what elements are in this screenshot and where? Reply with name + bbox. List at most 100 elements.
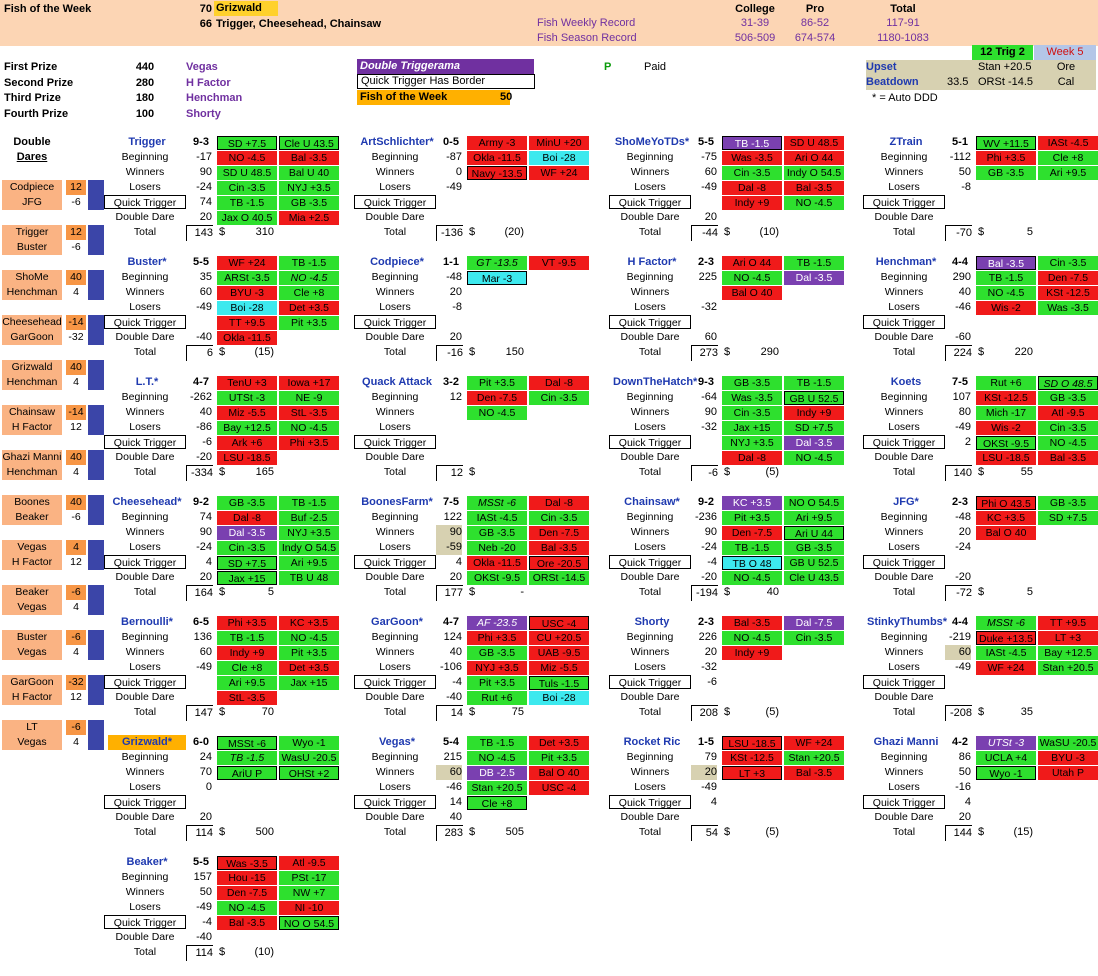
row-label-winners: Winners bbox=[375, 286, 415, 298]
quick-trigger-button[interactable]: Quick Trigger bbox=[354, 675, 436, 689]
pick-cell: WV +11.5 bbox=[976, 136, 1036, 150]
quick-trigger-button[interactable]: Quick Trigger bbox=[863, 675, 945, 689]
player-name[interactable]: L.T.* bbox=[135, 376, 159, 388]
pick-cell: ARSt -3.5 bbox=[217, 271, 277, 285]
player-name[interactable]: Quack Attack bbox=[362, 376, 432, 388]
player-name[interactable]: Buster* bbox=[127, 256, 167, 268]
player-name[interactable]: GarGoon* bbox=[371, 616, 423, 628]
player-record: 6-5 bbox=[193, 616, 209, 628]
quick-trigger-button[interactable]: Quick Trigger bbox=[354, 195, 436, 209]
player-name[interactable]: Shorty bbox=[634, 616, 670, 628]
stat-double-dare: 20 bbox=[199, 571, 212, 583]
row-label-total: Total bbox=[133, 946, 157, 958]
quick-trigger-button[interactable]: Quick Trigger bbox=[354, 795, 436, 809]
row-label-beginning: Beginning bbox=[121, 511, 169, 523]
player-name[interactable]: Bernoulli* bbox=[121, 616, 173, 628]
row-label-losers: Losers bbox=[379, 421, 411, 433]
pick-cell: Boi -28 bbox=[529, 151, 589, 165]
quick-trigger-button[interactable]: Quick Trigger bbox=[609, 195, 691, 209]
quick-trigger-button[interactable]: Quick Trigger bbox=[354, 435, 436, 449]
stat-double-dare bbox=[186, 690, 212, 705]
pick-cell: Dal -8 bbox=[722, 451, 782, 465]
prize-label: Fourth Prize bbox=[4, 107, 69, 120]
pick-cell: NYJ +3.5 bbox=[279, 181, 339, 195]
row-label-double-dare: Double Dare bbox=[365, 691, 425, 703]
player-name[interactable]: BoonesFarm* bbox=[361, 496, 433, 508]
dare-value-a: 12 bbox=[66, 180, 86, 195]
player-name[interactable]: Trigger bbox=[128, 136, 166, 148]
pick-cell: Stan +20.5 bbox=[1038, 661, 1098, 675]
stat-winners: 0 bbox=[455, 166, 462, 178]
dare-marker bbox=[88, 360, 104, 390]
quick-trigger-button[interactable]: Quick Trigger bbox=[104, 555, 186, 569]
pick-cell: GB U 52.5 bbox=[784, 391, 844, 405]
quick-trigger-button[interactable]: Quick Trigger bbox=[354, 555, 436, 569]
player-name[interactable]: Rocket Ric bbox=[623, 736, 681, 748]
player-name[interactable]: ZTrain bbox=[889, 136, 923, 148]
quick-trigger-button[interactable]: Quick Trigger bbox=[609, 315, 691, 329]
pick-cell: Dal -8 bbox=[722, 181, 782, 195]
player-name[interactable]: JFG* bbox=[893, 496, 919, 508]
row-label-winners: Winners bbox=[125, 886, 165, 898]
pick-cell: BYU -3 bbox=[1038, 751, 1098, 765]
quick-trigger-button[interactable]: Quick Trigger bbox=[609, 435, 691, 449]
player-name[interactable]: ShoMeYoTDs* bbox=[614, 136, 690, 148]
pick-cell: MSSt -6 bbox=[976, 616, 1036, 630]
row-label-winners: Winners bbox=[125, 646, 165, 658]
quick-trigger-button[interactable]: Quick Trigger bbox=[104, 315, 186, 329]
pick-cell: DB -2.5 bbox=[467, 766, 527, 780]
player-name[interactable]: DownTheHatch* bbox=[613, 376, 698, 388]
quick-trigger-button[interactable]: Quick Trigger bbox=[609, 555, 691, 569]
quick-trigger-button[interactable]: Quick Trigger bbox=[354, 315, 436, 329]
quick-trigger-button[interactable]: Quick Trigger bbox=[609, 795, 691, 809]
player-name[interactable]: ArtSchlichter* bbox=[360, 136, 434, 148]
row-label-double-dare: Double Dare bbox=[365, 571, 425, 583]
row-label-losers: Losers bbox=[634, 421, 666, 433]
quick-trigger-button[interactable]: Quick Trigger bbox=[863, 555, 945, 569]
player-name[interactable]: Grizwald* bbox=[108, 735, 186, 750]
quick-trigger-button[interactable]: Quick Trigger bbox=[609, 675, 691, 689]
pick-cell: LSU -18.5 bbox=[217, 451, 277, 465]
stat-winners: 60 bbox=[704, 166, 717, 178]
quick-trigger-button[interactable]: Quick Trigger bbox=[104, 435, 186, 449]
quick-trigger-button[interactable]: Quick Trigger bbox=[104, 915, 186, 929]
player-name[interactable]: Beaker* bbox=[126, 856, 168, 868]
player-name[interactable]: Vegas* bbox=[378, 736, 416, 748]
row-label-losers: Losers bbox=[888, 421, 920, 433]
player-name[interactable]: Codpiece* bbox=[370, 256, 424, 268]
player-name[interactable]: H Factor* bbox=[627, 256, 677, 268]
row-label-total: Total bbox=[133, 226, 157, 238]
player-name[interactable]: Henchman* bbox=[875, 256, 937, 268]
quick-trigger-button[interactable]: Quick Trigger bbox=[104, 195, 186, 209]
dare-name-b: Buster bbox=[2, 240, 62, 255]
money-value: 310 bbox=[255, 226, 274, 238]
quick-trigger-button[interactable]: Quick Trigger bbox=[104, 675, 186, 689]
quick-trigger-button[interactable]: Quick Trigger bbox=[863, 795, 945, 809]
pick-cell: TB -1.5 bbox=[722, 541, 782, 555]
player-name[interactable]: Cheesehead* bbox=[112, 496, 182, 508]
row-label-winners: Winners bbox=[375, 526, 415, 538]
pick-cell: Iowa +17 bbox=[279, 376, 339, 390]
row-label-total: Total bbox=[383, 826, 407, 838]
stat-total: -44 bbox=[691, 225, 718, 241]
quick-trigger-button[interactable]: Quick Trigger bbox=[863, 435, 945, 449]
pick-cell: Ari +9.5 bbox=[784, 511, 844, 525]
quick-trigger-button[interactable]: Quick Trigger bbox=[863, 195, 945, 209]
stat-winners: 50 bbox=[199, 886, 212, 898]
stat-winners: 40 bbox=[449, 646, 462, 658]
stat-winners: 90 bbox=[199, 526, 212, 538]
player-name[interactable]: Koets bbox=[890, 376, 922, 388]
quick-trigger-button[interactable]: Quick Trigger bbox=[863, 315, 945, 329]
pick-cell: Was -3.5 bbox=[1038, 301, 1098, 315]
quick-trigger-button[interactable]: Quick Trigger bbox=[104, 795, 186, 809]
pick-cell: IASt -4.5 bbox=[976, 646, 1036, 660]
player-name[interactable]: Chainsaw* bbox=[624, 496, 680, 508]
stat-total: 143 bbox=[186, 225, 213, 241]
pick-cell: Phi O 43.5 bbox=[976, 496, 1036, 510]
beatdown-team: Cal bbox=[1057, 76, 1075, 88]
pick-cell: WasU -20.5 bbox=[279, 751, 339, 765]
money-symbol: $ bbox=[219, 706, 226, 718]
player-name[interactable]: Ghazi Manni bbox=[873, 736, 939, 748]
player-name[interactable]: StinkyThumbs* bbox=[867, 616, 948, 628]
pick-cell: Cle U 43.5 bbox=[784, 571, 844, 585]
